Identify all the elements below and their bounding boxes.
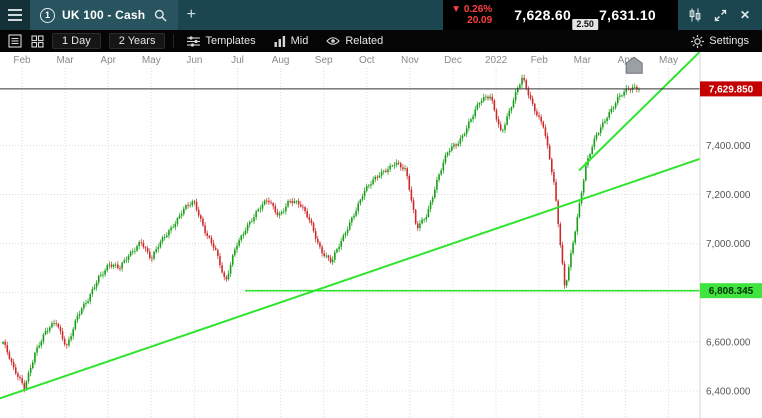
svg-text:Mar: Mar: [574, 55, 592, 66]
svg-text:6,808.345: 6,808.345: [709, 286, 754, 297]
svg-text:Apr: Apr: [618, 55, 634, 66]
buy-price-button[interactable]: 7,631.10: [599, 7, 656, 23]
svg-text:Jul: Jul: [231, 55, 244, 66]
current-price-badge: 7,629.850: [700, 81, 762, 97]
deal-prices: 7,628.60 7,631.10 2.50: [500, 0, 670, 30]
svg-text:Nov: Nov: [401, 55, 419, 66]
svg-text:Apr: Apr: [100, 55, 116, 66]
svg-text:6,400.000: 6,400.000: [706, 386, 751, 397]
svg-text:May: May: [142, 55, 161, 66]
instrument-number-badge: 1: [40, 7, 55, 23]
settings-gear-icon: [691, 34, 705, 48]
svg-text:Dec: Dec: [444, 55, 462, 66]
svg-text:Sep: Sep: [315, 55, 333, 66]
layout-grid-icon[interactable]: [26, 32, 48, 50]
chart-toolbar: 1 Day 2 Years Templates Mid Related Sett…: [0, 30, 762, 52]
change-percent: ▼ 0.26%: [451, 4, 493, 15]
top-bar: 1 UK 100 - Cash + ▼ 0.26% 20.09 7,628.60…: [0, 0, 762, 30]
sell-price-button[interactable]: 7,628.60: [514, 7, 572, 23]
price-gridlines: [0, 144, 700, 392]
templates-button[interactable]: Templates: [178, 33, 264, 49]
chart-marker-icon[interactable]: [625, 56, 643, 74]
svg-text:Jun: Jun: [186, 55, 202, 66]
close-icon[interactable]: ✕: [739, 8, 751, 22]
svg-text:2022: 2022: [485, 55, 508, 66]
chart-type-icon[interactable]: [4, 32, 26, 50]
instrument-title: UK 100 - Cash: [62, 8, 146, 22]
svg-text:7,629.850: 7,629.850: [709, 84, 754, 95]
eye-icon: [326, 37, 341, 45]
window-controls: ✕: [678, 0, 762, 30]
svg-text:7,000.000: 7,000.000: [706, 239, 751, 250]
price-type-icon: [274, 35, 285, 47]
price-panel: ▼ 0.26% 20.09 7,628.60 7,631.10 2.50: [443, 0, 678, 30]
candles: [2, 74, 640, 393]
support-price-badge: 6,808.345: [700, 283, 762, 299]
range-dropdown[interactable]: 2 Years: [108, 33, 166, 49]
month-gridlines: Feb Mar Apr May Jun Jul Aug Sep Oct Nov Dec 2022 Feb…: [13, 55, 678, 418]
daily-change: ▼ 0.26% 20.09: [451, 4, 492, 26]
search-icon[interactable]: [152, 7, 168, 23]
price-axis[interactable]: 7,400.000 7,200.000 7,000.000 6,600.000 6,40…: [699, 52, 762, 418]
svg-text:Aug: Aug: [272, 55, 290, 66]
interval-dropdown[interactable]: 1 Day: [52, 33, 101, 49]
svg-text:Oct: Oct: [359, 55, 375, 66]
trendlines: [0, 48, 704, 400]
instrument-tab[interactable]: 1 UK 100 - Cash: [30, 0, 179, 30]
price-type-button[interactable]: Mid: [265, 33, 318, 49]
expand-icon[interactable]: [709, 4, 731, 26]
menu-icon[interactable]: [0, 0, 30, 30]
templates-icon: [187, 35, 201, 47]
down-arrow-icon: ▼: [451, 4, 462, 15]
svg-text:Feb: Feb: [13, 55, 31, 66]
candlestick-icon[interactable]: [684, 4, 706, 26]
toolbar-divider: [173, 34, 175, 48]
settings-button[interactable]: Settings: [682, 33, 758, 50]
svg-text:May: May: [659, 55, 678, 66]
svg-text:Mar: Mar: [56, 55, 74, 66]
spread-value: 2.50: [572, 19, 598, 30]
related-button[interactable]: Related: [317, 33, 392, 49]
svg-text:7,400.000: 7,400.000: [706, 141, 751, 152]
chart-canvas[interactable]: Feb Mar Apr May Jun Jul Aug Sep Oct Nov Dec 2022 Feb…: [0, 48, 762, 418]
svg-text:7,200.000: 7,200.000: [706, 190, 751, 201]
svg-text:Feb: Feb: [531, 55, 549, 66]
price-chart[interactable]: Feb Mar Apr May Jun Jul Aug Sep Oct Nov Dec 2022 Feb…: [0, 48, 762, 418]
add-tab-button[interactable]: +: [186, 6, 196, 23]
svg-text:6,600.000: 6,600.000: [706, 337, 751, 348]
topbar-spacer: [204, 0, 443, 30]
change-absolute: 20.09: [467, 15, 493, 26]
